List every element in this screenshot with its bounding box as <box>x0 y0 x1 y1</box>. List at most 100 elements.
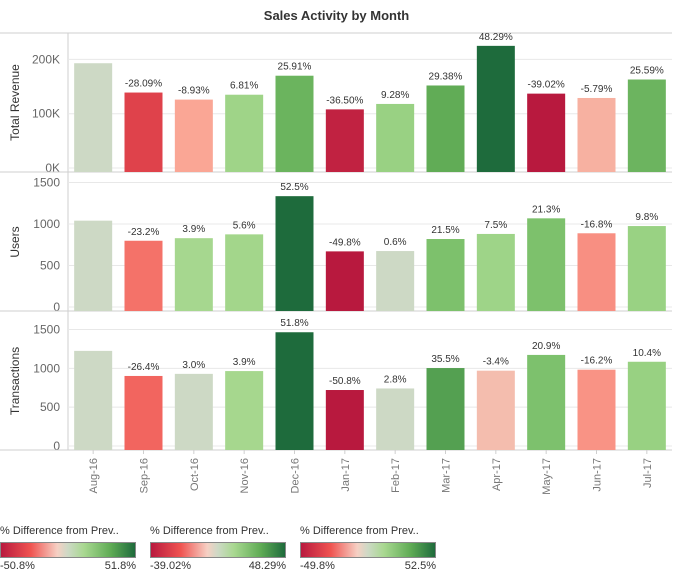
data-label: -39.02% <box>528 80 565 91</box>
bar <box>527 218 566 311</box>
data-label: 2.8% <box>384 374 407 385</box>
y-tick-label: 1000 <box>33 217 60 231</box>
data-label: -49.8% <box>329 237 361 248</box>
data-label: 0.6% <box>384 237 407 248</box>
bar <box>426 239 465 311</box>
bar <box>627 361 666 450</box>
x-tick-label: Jan-17 <box>340 458 352 492</box>
y-tick-label: 1000 <box>33 361 60 375</box>
x-tick-label: Aug-16 <box>88 458 100 493</box>
x-tick-label: Jun-17 <box>592 458 604 492</box>
x-tick-label: Nov-16 <box>239 458 251 493</box>
data-label: 5.6% <box>233 220 256 231</box>
data-label: -36.50% <box>326 95 363 106</box>
bar <box>174 238 213 311</box>
bar <box>577 369 616 450</box>
data-label: 51.8% <box>280 318 308 329</box>
legend-revenue-pct: % Difference from Prev.. -50.8% 51.8% <box>0 525 136 574</box>
x-tick-label: Feb-17 <box>390 458 402 493</box>
y-tick-label: 0 <box>53 439 60 453</box>
y-tick-label: 500 <box>40 400 60 414</box>
data-label: -5.79% <box>581 84 613 95</box>
data-label: -16.2% <box>581 356 613 367</box>
data-label: 25.91% <box>278 62 312 73</box>
bar <box>74 63 113 172</box>
bar <box>476 45 515 172</box>
bar <box>476 370 515 450</box>
data-label: -50.8% <box>329 376 361 387</box>
data-label: -16.8% <box>581 219 613 230</box>
y-tick-label: 200K <box>32 52 60 66</box>
y-tick-label: 1500 <box>33 175 60 189</box>
legend-title: % Difference from Prev.. <box>0 525 119 537</box>
bar <box>275 332 314 450</box>
bar <box>577 97 616 172</box>
bar <box>376 251 415 311</box>
bar <box>325 109 364 172</box>
data-label: -28.09% <box>125 79 162 90</box>
bar <box>376 103 415 172</box>
bar <box>275 196 314 311</box>
y-axis-label: Total Revenue <box>8 64 22 141</box>
bar <box>627 226 666 311</box>
x-tick-label: Apr-17 <box>491 458 503 491</box>
bar <box>74 350 113 450</box>
data-label: 52.5% <box>280 182 308 193</box>
bar <box>426 368 465 450</box>
data-label: 7.5% <box>484 220 507 231</box>
data-label: -3.4% <box>483 357 509 368</box>
legend-gradient <box>0 542 136 558</box>
data-label: 25.59% <box>630 66 664 77</box>
bar <box>376 388 415 450</box>
bar <box>174 99 213 172</box>
data-label: 6.81% <box>230 81 258 92</box>
legend-gradient <box>150 542 286 558</box>
bar <box>476 233 515 311</box>
bar <box>426 85 465 172</box>
y-tick-label: 500 <box>40 258 60 272</box>
chart-title: Sales Activity by Month <box>263 8 410 23</box>
y-tick-label: 0 <box>53 300 60 314</box>
legend-transactions-pct: % Difference from Prev.. -49.8% 52.5% <box>300 525 436 574</box>
bar <box>325 251 364 311</box>
bar <box>124 375 163 450</box>
sales-activity-chart: 0K 100K 200K Total Revenue -28.09% -8.93% 6.81… <box>0 32 672 495</box>
legend-title: % Difference from Prev.. <box>300 525 419 537</box>
bar <box>225 371 264 450</box>
y-tick-label: 1500 <box>33 323 60 337</box>
data-label: -26.4% <box>128 362 160 373</box>
bar <box>124 92 163 172</box>
bar <box>225 94 264 172</box>
data-label: 9.8% <box>635 212 658 223</box>
legend-min: -49.8% <box>300 560 335 572</box>
data-label: -8.93% <box>178 86 210 97</box>
bar <box>527 93 566 172</box>
y-axis-label: Users <box>8 226 22 257</box>
data-label: 3.9% <box>182 224 205 235</box>
x-tick-label: Oct-16 <box>189 458 201 491</box>
y-tick-label: 100K <box>32 107 60 121</box>
bar <box>325 390 364 450</box>
bar <box>627 79 666 172</box>
bar <box>74 220 113 311</box>
data-label: 3.9% <box>233 357 256 368</box>
x-tick-label: Jul-17 <box>642 458 654 488</box>
bar <box>577 233 616 311</box>
bar <box>225 234 264 311</box>
bar <box>275 75 314 172</box>
data-label: 29.38% <box>429 71 463 82</box>
data-label: 10.4% <box>633 348 661 359</box>
y-tick-label: 0K <box>45 161 60 175</box>
x-tick-label: Sep-16 <box>139 458 151 493</box>
data-label: 20.9% <box>532 341 560 352</box>
data-label: 3.0% <box>182 360 205 371</box>
legend-max: 48.29% <box>248 560 286 572</box>
bar <box>124 240 163 311</box>
legend-min: -50.8% <box>0 560 35 572</box>
legend-title: % Difference from Prev.. <box>150 525 269 537</box>
legend-gradient <box>300 542 436 558</box>
legend-max: 52.5% <box>404 560 436 572</box>
bar <box>527 354 566 450</box>
x-tick-label: Mar-17 <box>441 458 453 493</box>
data-label: -23.2% <box>128 227 160 238</box>
